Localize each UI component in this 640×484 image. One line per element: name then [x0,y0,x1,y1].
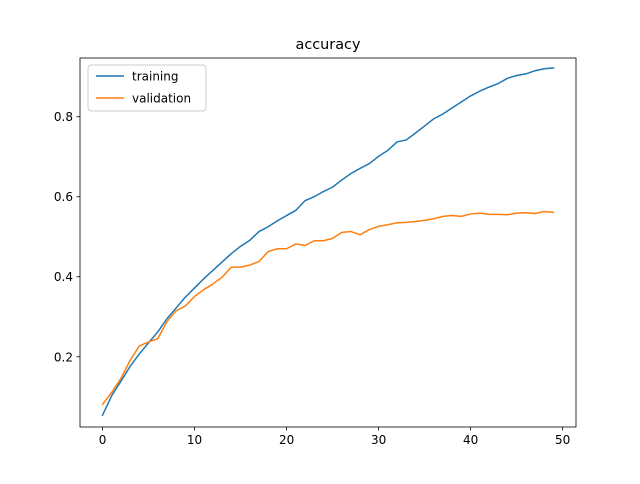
legend: training validation [87,64,207,112]
series-layer [101,67,555,417]
series-line-training [101,67,555,417]
x-tick-label: 10 [187,433,202,447]
x-tick-label: 20 [279,433,294,447]
y-tick-label: 0.8 [54,110,73,124]
y-tick-label: 0.2 [54,350,73,364]
series-line-validation [101,210,555,406]
legend-label-validation: validation [132,92,191,106]
y-tick-label: 0.4 [54,270,73,284]
x-tick-label: 30 [371,433,386,447]
x-tick-label: 0 [99,433,107,447]
plot-frame [79,57,577,428]
chart-title: accuracy [296,37,361,53]
legend-label-training: training [132,70,179,84]
x-tick-label: 50 [555,433,570,447]
x-tick-label: 40 [463,433,478,447]
plot-axes: 0 10 20 30 40 50 0.2 0.4 0.6 0.8 [54,57,577,447]
y-tick-label: 0.6 [54,190,73,204]
